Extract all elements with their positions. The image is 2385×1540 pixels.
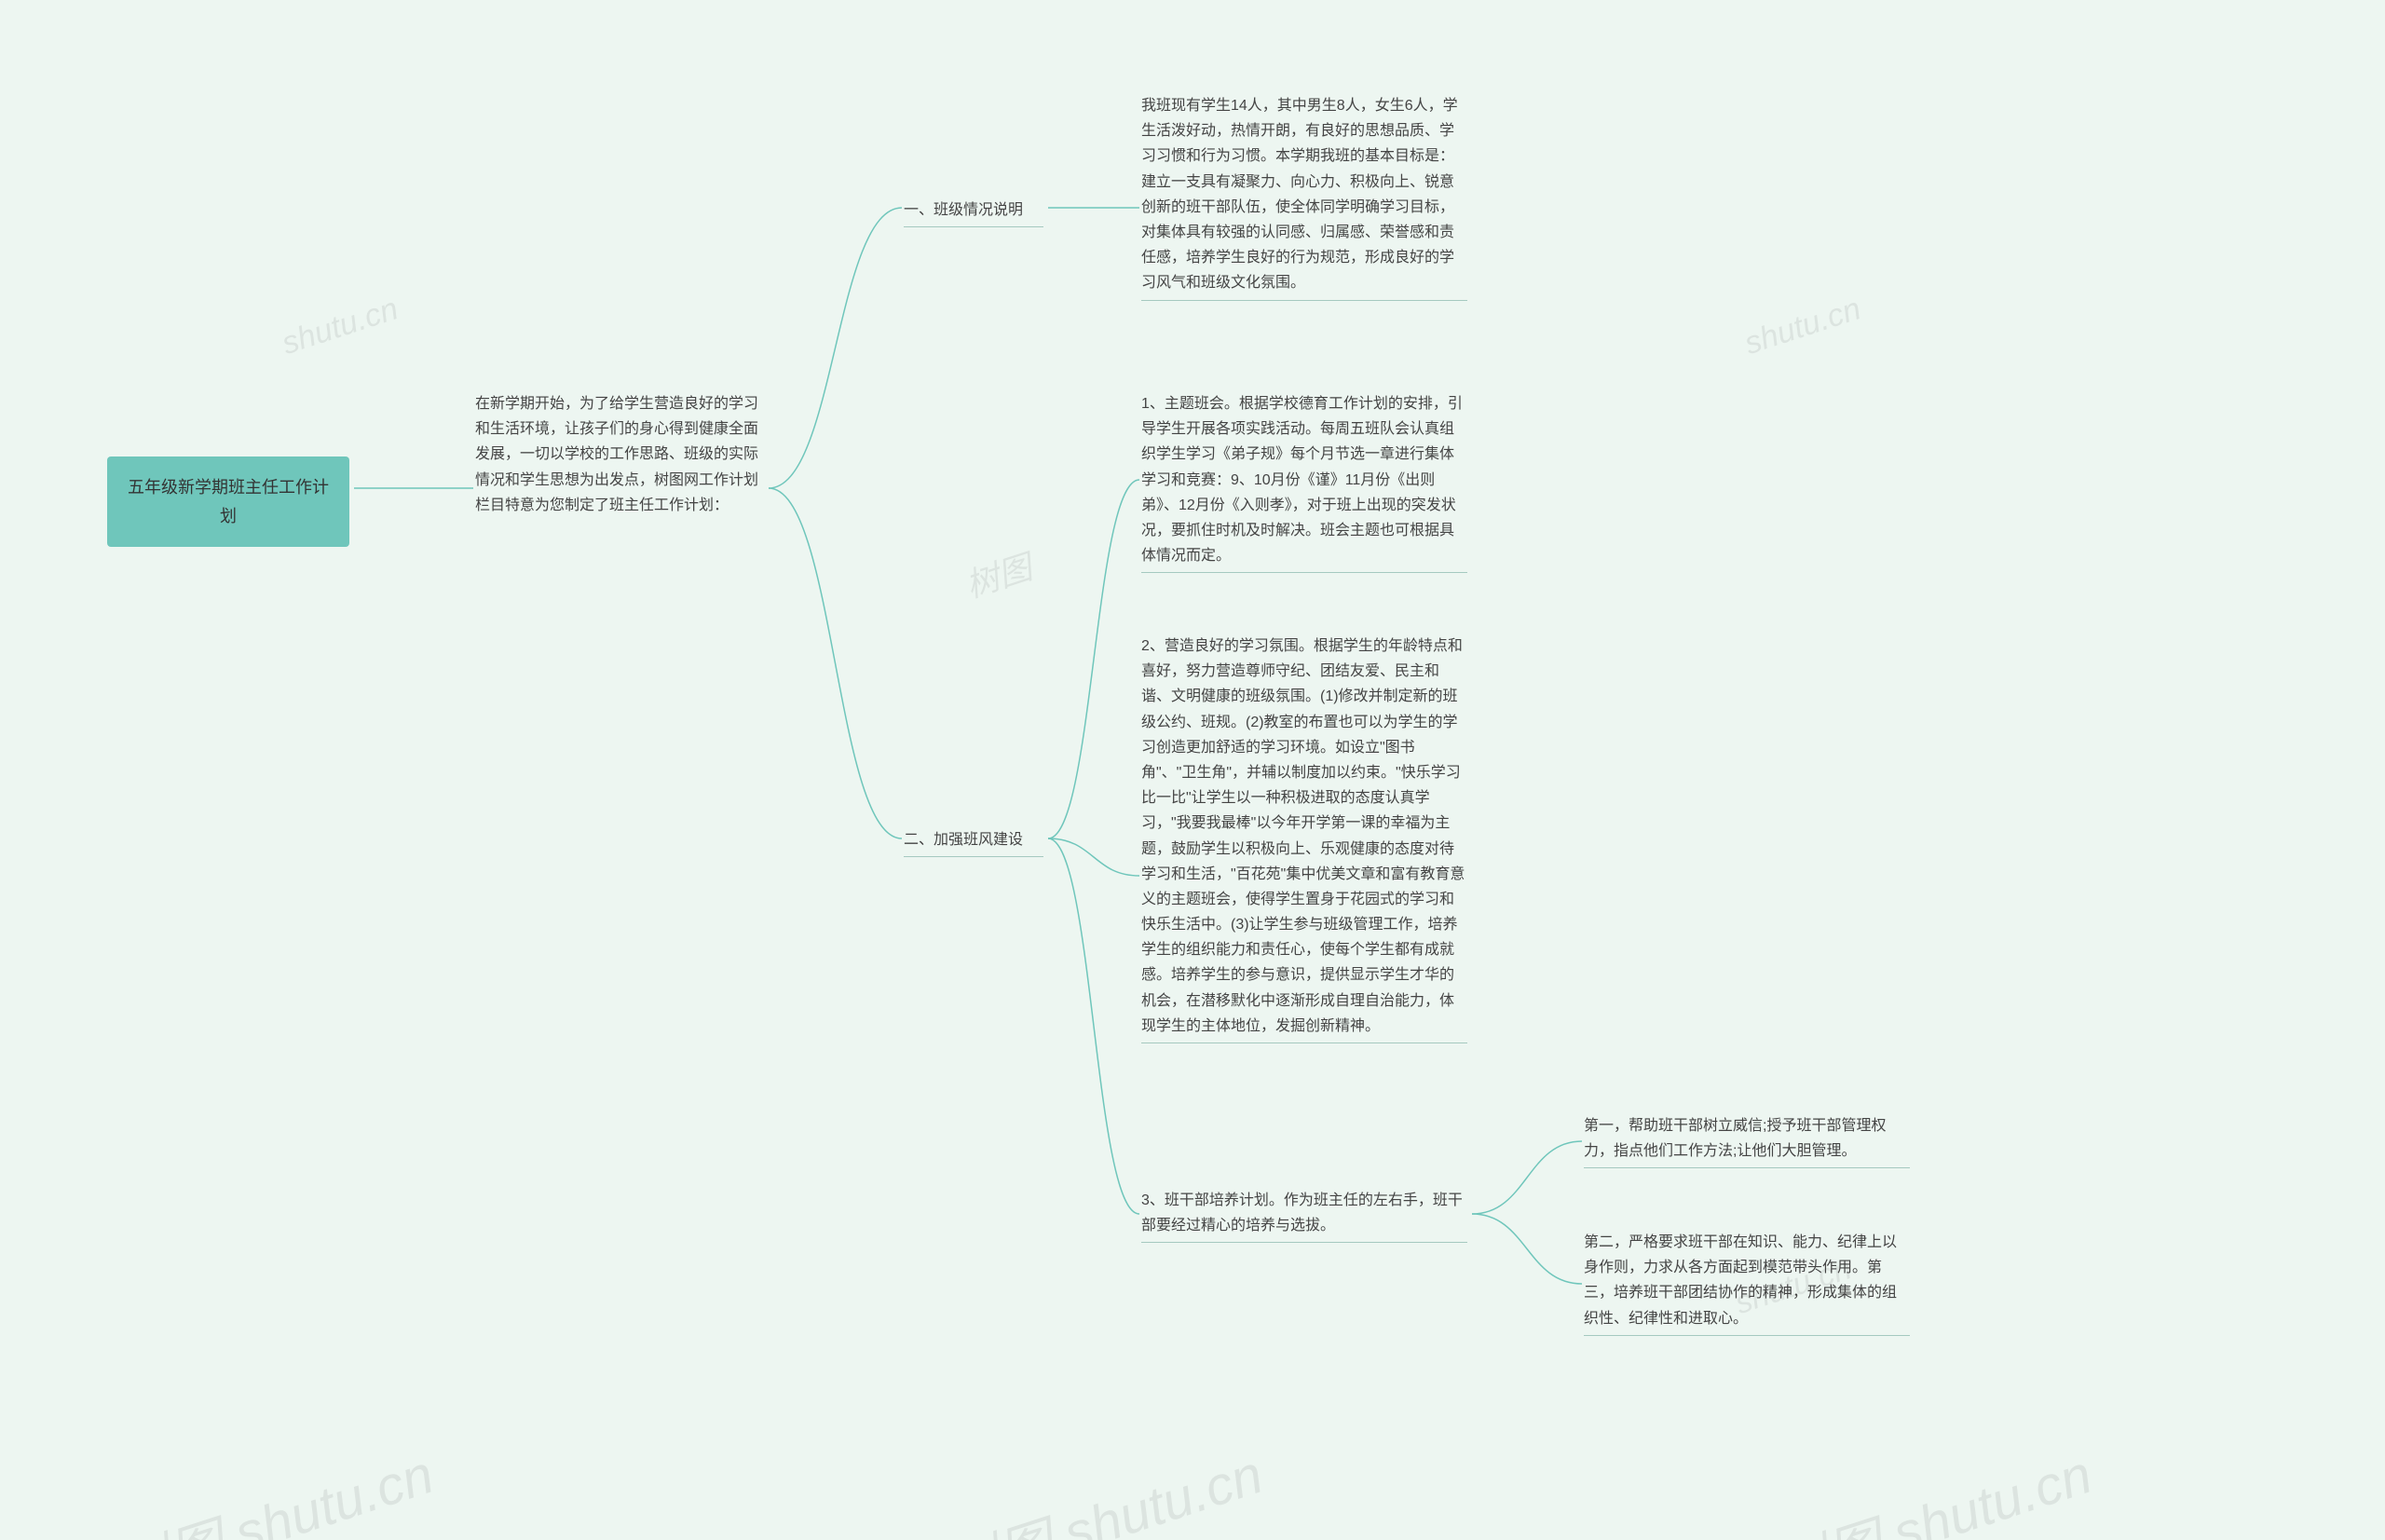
subleaf-second: 第二，严格要求班干部在知识、能力、纪律上以身作则，力求从各方面起到模范带头作用。… xyxy=(1584,1230,1910,1336)
section-heading-1: 一、班级情况说明 xyxy=(904,198,1043,227)
leaf-cadre-plan: 3、班干部培养计划。作为班主任的左右手，班干部要经过精心的培养与选拔。 xyxy=(1141,1188,1467,1243)
watermark-text: shutu.cn xyxy=(278,291,402,362)
root-node: 五年级新学期班主任工作计划 xyxy=(107,457,349,547)
watermark-text: 树图 xyxy=(959,540,1038,607)
section-heading-2: 二、加强班风建设 xyxy=(904,827,1043,857)
leaf-study-atmosphere: 2、营造良好的学习氛围。根据学生的年龄特点和喜好，努力营造尊师守纪、团结友爱、民… xyxy=(1141,634,1467,1043)
leaf-theme-meeting: 1、主题班会。根据学校德育工作计划的安排，引导学生开展各项实践活动。每周五班队会… xyxy=(1141,391,1467,573)
intro-paragraph: 在新学期开始，为了给学生营造良好的学习和生活环境，让孩子们的身心得到健康全面发展… xyxy=(475,391,764,518)
leaf-class-status: 我班现有学生14人，其中男生8人，女生6人，学生活泼好动，热情开朗，有良好的思想… xyxy=(1141,93,1467,301)
watermark-text: 树图 shutu.cn xyxy=(935,1431,1271,1540)
subleaf-first: 第一，帮助班干部树立威信;授予班干部管理权力，指点他们工作方法;让他们大胆管理。 xyxy=(1584,1113,1910,1168)
watermark-text: 树图 shutu.cn xyxy=(106,1431,442,1540)
watermark-text: shutu.cn xyxy=(1740,291,1865,362)
watermark-text: 树图 shutu.cn xyxy=(1765,1431,2100,1540)
